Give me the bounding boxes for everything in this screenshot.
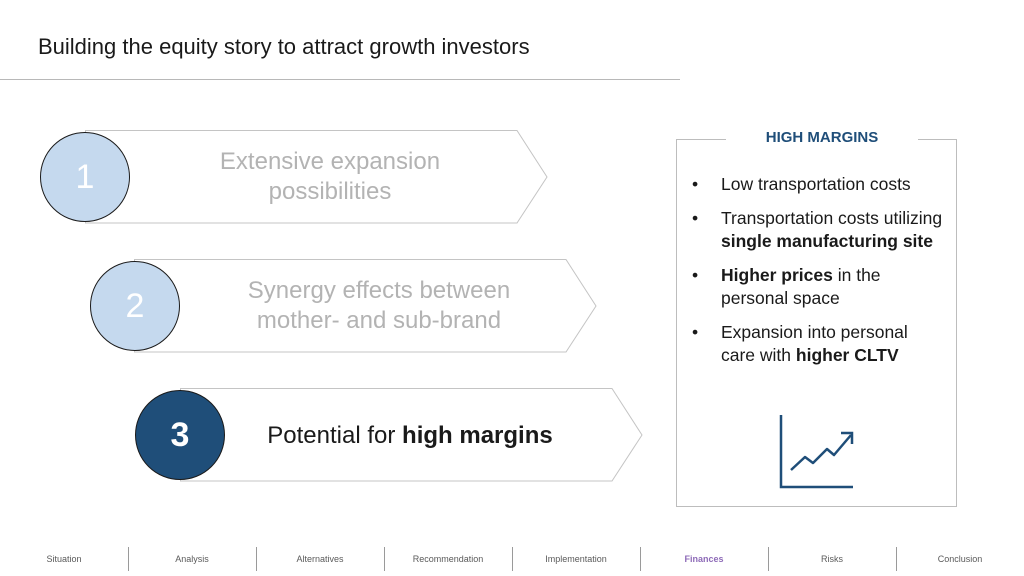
step-3-text: Potential for high margins	[240, 421, 580, 451]
bullet-item: Transportation costs utilizing single ma…	[690, 207, 945, 254]
nav-item-situation[interactable]: Situation	[46, 554, 82, 564]
nav-separator	[128, 547, 129, 571]
nav-separator	[640, 547, 641, 571]
nav-item-risks[interactable]: Risks	[821, 554, 843, 564]
bullet-item: Expansion into personal care with higher…	[690, 321, 945, 368]
title-divider	[0, 79, 680, 80]
bullet-text-bold: single manufacturing site	[721, 231, 933, 251]
step-3-text-bold: high margins	[402, 422, 553, 449]
nav-item-recommendation[interactable]: Recommendation	[412, 554, 484, 564]
nav-item-implementation[interactable]: Implementation	[545, 554, 607, 564]
nav-item-conclusion[interactable]: Conclusion	[937, 554, 983, 564]
bullet-text: Low transportation costs	[721, 174, 911, 194]
bullet-text-bold: higher CLTV	[795, 345, 899, 365]
step-1-text: Extensive expansion possibilities	[185, 147, 475, 207]
bullet-text-bold: Higher prices	[721, 264, 833, 285]
step-2-text: Synergy effects between mother- and sub-…	[224, 276, 534, 336]
step-2-line-1: Synergy effects between	[247, 277, 511, 304]
bullet-text: Expansion into personal care with	[721, 321, 908, 366]
step-3-number-badge: 3	[135, 390, 225, 480]
bullet-item: Low transportation costs	[690, 173, 945, 197]
bullet-text: in the personal space	[721, 264, 881, 309]
panel-title: HIGH MARGINS	[726, 129, 918, 146]
nav-separator	[896, 547, 897, 571]
bullet-item: Higher prices in the personal space	[690, 264, 945, 311]
step-1-number-badge: 1	[40, 132, 130, 222]
nav-item-analysis[interactable]: Analysis	[175, 554, 209, 564]
step-3-text-plain: Potential for	[267, 422, 403, 449]
page-title: Building the equity story to attract gro…	[38, 34, 530, 59]
nav-separator	[384, 547, 385, 571]
nav-separator	[256, 547, 257, 571]
bullet-text: Transportation costs utilizing	[721, 207, 943, 228]
step-1-line-2: possibilities	[268, 178, 392, 205]
step-1-line-1: Extensive expansion	[219, 148, 441, 175]
nav-separator	[768, 547, 769, 571]
nav-item-finances[interactable]: Finances	[684, 554, 724, 564]
section-navigation: Situation Analysis Alternatives Recommendat…	[0, 545, 1024, 576]
step-2-number-badge: 2	[90, 261, 180, 351]
nav-item-alternatives[interactable]: Alternatives	[296, 554, 344, 564]
nav-separator	[512, 547, 513, 571]
step-2-line-2: mother- and sub-brand	[256, 307, 502, 334]
line-chart-up-icon	[779, 415, 854, 489]
bullet-list: Low transportation costs Transportation c…	[690, 173, 945, 378]
